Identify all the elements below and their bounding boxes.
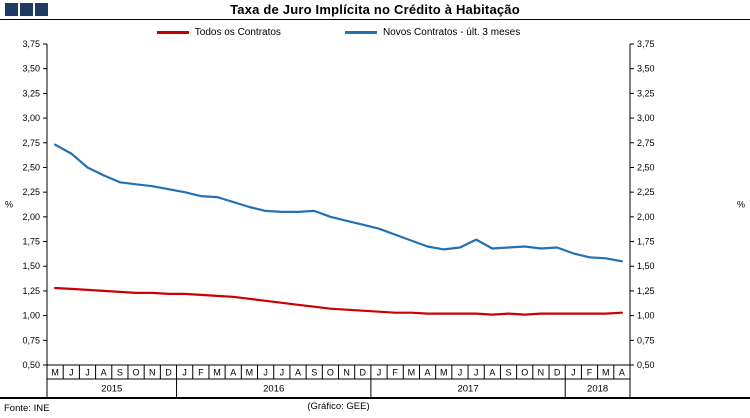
- x-year-label: 2015: [101, 384, 122, 395]
- logo-square-icon: [20, 3, 33, 16]
- y-tick-label-right: 1,75: [637, 237, 655, 247]
- y-tick-label-left: 2,00: [22, 212, 40, 222]
- red-line-swatch-icon: [156, 31, 189, 34]
- y-tick-label-right: 3,00: [637, 113, 655, 123]
- legend-item-novos-contratos: Novos Contratos - últ. 3 meses: [344, 27, 521, 38]
- series-line-0: [53, 286, 624, 316]
- y-tick-label-right: 2,00: [637, 212, 655, 222]
- y-tick-label-right: 1,25: [637, 286, 655, 296]
- y-tick-label-left: 0,75: [22, 335, 40, 345]
- logo-square-icon: [5, 3, 18, 16]
- x-year-label: 2016: [263, 384, 284, 395]
- y-tick-label-left: 1,25: [22, 286, 40, 296]
- x-month-label: A: [295, 368, 301, 378]
- x-month-label: N: [149, 368, 156, 378]
- y-tick-label-right: 3,25: [637, 88, 655, 98]
- x-month-label: M: [246, 368, 254, 378]
- y-tick-label-left: 1,50: [22, 261, 40, 271]
- x-month-label: S: [117, 368, 123, 378]
- x-month-label: F: [198, 368, 204, 378]
- x-month-label: J: [263, 368, 268, 378]
- y-tick-label-left: 1,75: [22, 237, 40, 247]
- x-month-label: F: [392, 368, 398, 378]
- y-tick-label-right: 3,75: [637, 39, 655, 49]
- x-month-label: J: [377, 368, 382, 378]
- y-tick-label-right: 2,75: [637, 138, 655, 148]
- x-month-label: A: [619, 368, 625, 378]
- y-tick-label-left: 3,00: [22, 113, 40, 123]
- y-tick-label-left: 3,50: [22, 64, 40, 74]
- x-month-label: D: [165, 368, 172, 378]
- y-tick-label-left: 2,25: [22, 187, 40, 197]
- x-month-label: S: [311, 368, 317, 378]
- x-month-label: A: [230, 368, 236, 378]
- legend-item-todos-os-contratos: Todos os Contratos: [156, 27, 281, 38]
- logo-square-icon: [35, 3, 48, 16]
- x-month-label: D: [360, 368, 367, 378]
- x-month-label: O: [327, 368, 334, 378]
- legend-label: Todos os Contratos: [194, 27, 281, 38]
- y-axis-unit-left: %: [5, 200, 13, 210]
- x-month-label: M: [213, 368, 221, 378]
- x-month-label: A: [425, 368, 431, 378]
- x-month-label: M: [51, 368, 59, 378]
- y-tick-label-left: 3,75: [22, 39, 40, 49]
- source-note: Fonte: INE: [4, 403, 50, 414]
- y-tick-label-left: 2,75: [22, 138, 40, 148]
- y-tick-label-right: 2,50: [637, 162, 655, 172]
- y-tick-label-left: 1,00: [22, 311, 40, 321]
- y-tick-label-left: 2,50: [22, 162, 40, 172]
- y-tick-label-left: 0,50: [22, 360, 40, 370]
- series-line-1: [53, 143, 624, 263]
- x-month-label: J: [280, 368, 285, 378]
- x-month-label: J: [182, 368, 187, 378]
- legend: Todos os Contratos Novos Contratos - últ…: [47, 27, 630, 38]
- header-divider: [0, 19, 750, 20]
- blue-line-swatch-icon: [344, 31, 377, 34]
- x-year-label: 2017: [457, 384, 478, 395]
- x-month-label: J: [474, 368, 479, 378]
- y-tick-label-right: 3,50: [637, 64, 655, 74]
- x-month-label: N: [343, 368, 350, 378]
- x-month-label: N: [538, 368, 545, 378]
- y-tick-label-right: 1,50: [637, 261, 655, 271]
- y-axis-unit-right: %: [737, 200, 745, 210]
- x-month-label: D: [554, 368, 561, 378]
- x-month-label: O: [133, 368, 140, 378]
- credit-note: (Gráfico: GEE): [307, 401, 370, 412]
- x-month-label: F: [587, 368, 593, 378]
- chart-title: Taxa de Juro Implícita no Crédito à Habi…: [230, 2, 520, 17]
- footer-divider: [0, 397, 750, 399]
- x-month-label: J: [85, 368, 90, 378]
- x-month-label: J: [571, 368, 576, 378]
- x-month-label: O: [521, 368, 528, 378]
- y-tick-label-right: 0,50: [637, 360, 655, 370]
- x-month-label: A: [101, 368, 107, 378]
- y-tick-label-right: 0,75: [637, 335, 655, 345]
- logo-squares: [5, 3, 48, 16]
- x-month-label: J: [69, 368, 74, 378]
- x-month-label: S: [506, 368, 512, 378]
- x-month-label: M: [408, 368, 416, 378]
- x-month-label: M: [440, 368, 448, 378]
- x-month-label: M: [602, 368, 610, 378]
- y-tick-label-right: 2,25: [637, 187, 655, 197]
- legend-label: Novos Contratos - últ. 3 meses: [382, 27, 521, 38]
- x-month-label: A: [489, 368, 495, 378]
- y-tick-label-left: 3,25: [22, 88, 40, 98]
- x-year-label: 2018: [587, 384, 608, 395]
- x-month-label: J: [458, 368, 463, 378]
- y-tick-label-right: 1,00: [637, 311, 655, 321]
